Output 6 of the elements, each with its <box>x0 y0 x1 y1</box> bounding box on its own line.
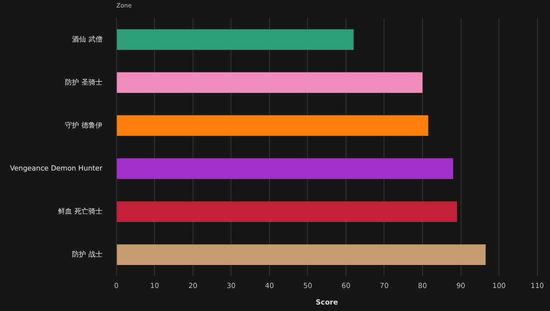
bar <box>116 201 457 222</box>
bar <box>116 158 454 179</box>
bar <box>116 29 354 50</box>
bar <box>116 244 486 266</box>
bar <box>116 72 423 93</box>
bar <box>116 115 428 136</box>
